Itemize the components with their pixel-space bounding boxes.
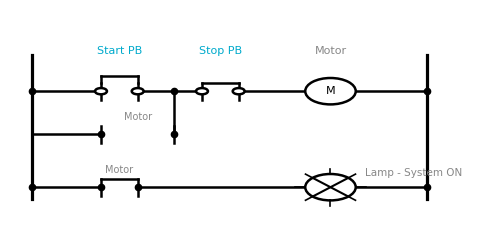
Circle shape xyxy=(196,88,208,94)
Text: Lamp - System ON: Lamp - System ON xyxy=(365,168,462,178)
Text: Motor: Motor xyxy=(105,165,133,175)
Text: Motor: Motor xyxy=(314,46,347,56)
Text: Motor: Motor xyxy=(124,112,152,122)
Circle shape xyxy=(233,88,245,94)
Text: Stop PB: Stop PB xyxy=(199,46,242,56)
Circle shape xyxy=(95,88,107,94)
Circle shape xyxy=(305,174,356,200)
Circle shape xyxy=(305,78,356,104)
Text: Start PB: Start PB xyxy=(96,46,142,56)
Circle shape xyxy=(132,88,144,94)
Text: M: M xyxy=(325,86,336,96)
